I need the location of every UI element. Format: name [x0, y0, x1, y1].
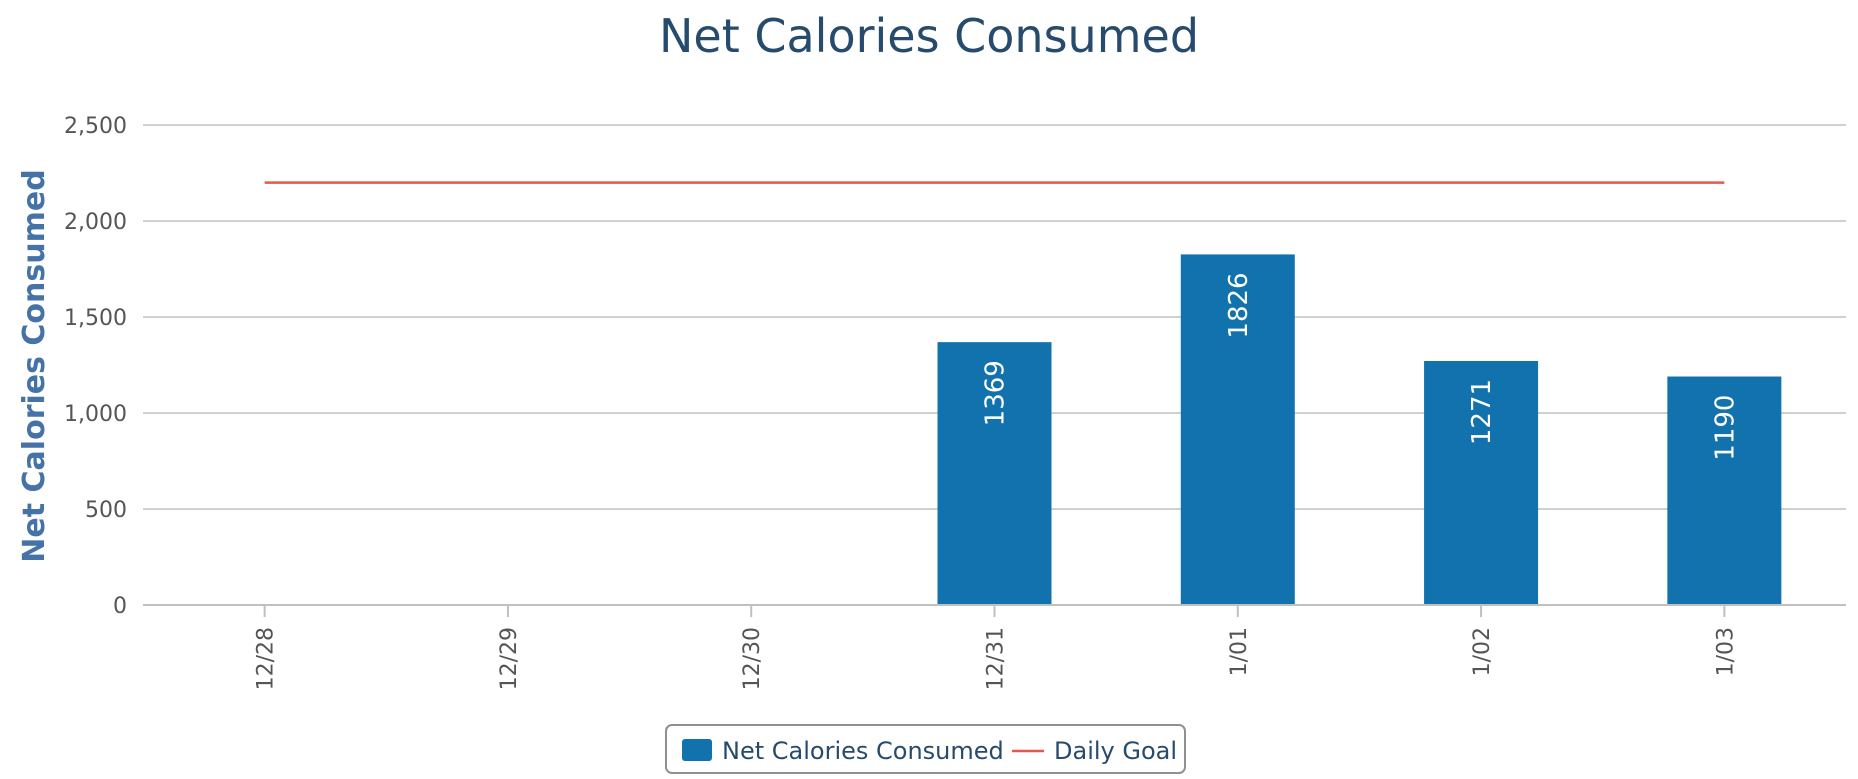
y-tick-label: 1,000 — [64, 402, 127, 427]
bar[interactable] — [1180, 254, 1295, 605]
y-tick-label: 2,000 — [64, 210, 127, 235]
x-tick-label: 12/31 — [984, 627, 1009, 690]
bar-data-label: 1369 — [981, 360, 1011, 426]
legend-label-bars[interactable]: Net Calories Consumed — [722, 737, 1004, 765]
legend-label-goal[interactable]: Daily Goal — [1054, 737, 1177, 765]
bar[interactable] — [1424, 360, 1539, 605]
x-tick-label: 1/03 — [1713, 627, 1738, 676]
y-tick-label: 2,500 — [64, 114, 127, 139]
bar-series: 1369 1826 1271 1190 — [937, 254, 1782, 605]
y-tick-label: 500 — [85, 498, 127, 523]
chart-title: Net Calories Consumed — [659, 9, 1199, 63]
legend-bar-swatch — [682, 739, 712, 761]
bar-data-label: 1190 — [1710, 395, 1740, 461]
x-tick-label: 1/02 — [1470, 627, 1495, 676]
x-axis: 12/28 12/29 12/30 12/31 1/01 1/02 1/03 — [143, 604, 1846, 690]
gridlines — [143, 124, 1846, 510]
bar[interactable] — [1667, 376, 1782, 605]
x-tick-label: 1/01 — [1227, 627, 1252, 676]
y-axis-title: Net Calories Consumed — [17, 169, 52, 562]
bar-data-label: 1271 — [1467, 379, 1497, 445]
x-tick-label: 12/29 — [497, 627, 522, 690]
x-tick-label: 12/30 — [740, 627, 765, 690]
legend-box — [665, 724, 1186, 774]
x-tick-label: 12/28 — [254, 627, 279, 690]
y-tick-label: 0 — [113, 594, 127, 619]
legend[interactable]: Net Calories Consumed Daily Goal — [665, 724, 1186, 774]
y-axis-ticks: 0 500 1,000 1,500 2,000 2,500 — [64, 114, 127, 619]
bar[interactable] — [937, 342, 1052, 605]
bar-data-label: 1826 — [1224, 272, 1254, 338]
y-tick-label: 1,500 — [64, 306, 127, 331]
